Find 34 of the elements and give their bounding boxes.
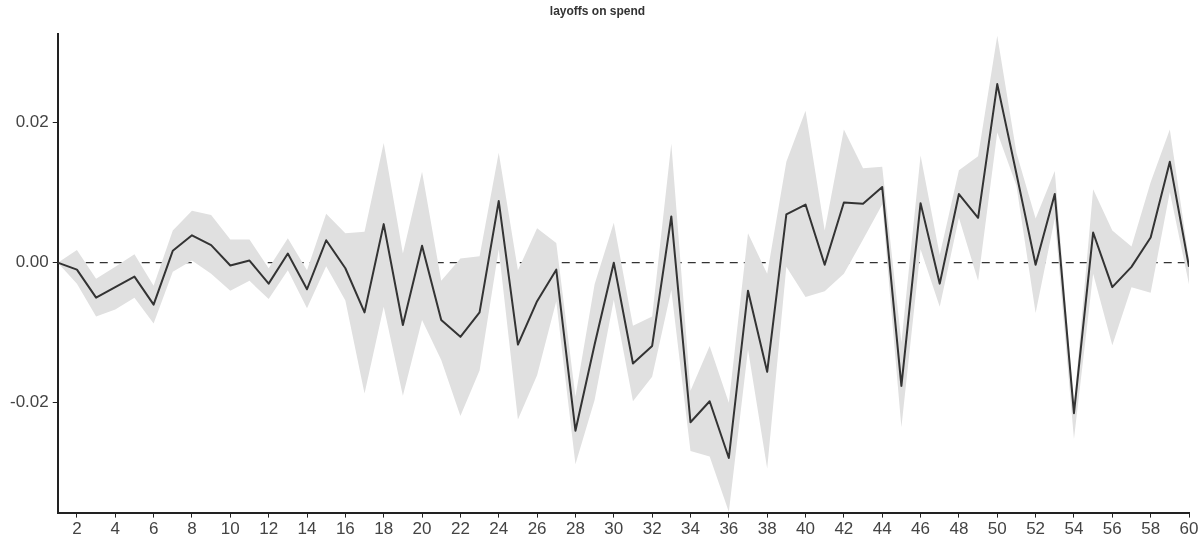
x-tick-label: 56	[1102, 519, 1122, 539]
x-tick-label: 58	[1141, 519, 1161, 539]
x-tick-label: 50	[987, 519, 1007, 539]
x-tick-label: 60	[1179, 519, 1199, 539]
x-tick-label: 44	[872, 519, 892, 539]
x-tick-label: 54	[1064, 519, 1084, 539]
y-tick-label: -0.02	[10, 392, 49, 412]
x-tick-label: 28	[565, 519, 585, 539]
x-tick-label: 16	[335, 519, 355, 539]
x-tick-label: 36	[719, 519, 739, 539]
x-tick-label: 20	[412, 519, 432, 539]
x-tick-label: 42	[834, 519, 854, 539]
x-tick-label: 40	[796, 519, 815, 539]
x-tick-label: 24	[489, 519, 509, 539]
x-tick-label: 32	[642, 519, 662, 539]
x-tick-label: 14	[297, 519, 317, 539]
x-tick-label: 52	[1026, 519, 1046, 539]
x-tick-label: 30	[604, 519, 624, 539]
x-tick-label: 12	[259, 519, 279, 539]
chart-title: layoffs on spend	[549, 3, 646, 18]
x-tick-label: 8	[187, 519, 197, 539]
x-tick-label: 22	[450, 519, 470, 539]
x-tick-label: 2	[72, 519, 82, 539]
y-tick-label: 0.00	[15, 252, 49, 272]
x-tick-label: 6	[148, 519, 159, 539]
y-tick-label: 0.02	[15, 112, 49, 132]
x-tick-label: 18	[374, 519, 394, 539]
x-tick-label: 4	[110, 519, 120, 539]
x-tick-label: 34	[681, 519, 700, 539]
x-tick-label: 48	[949, 519, 969, 539]
x-tick-label: 26	[527, 519, 547, 539]
x-tick-label: 46	[911, 519, 931, 539]
x-tick-label: 38	[757, 519, 777, 539]
x-tick-label: 10	[220, 519, 240, 539]
